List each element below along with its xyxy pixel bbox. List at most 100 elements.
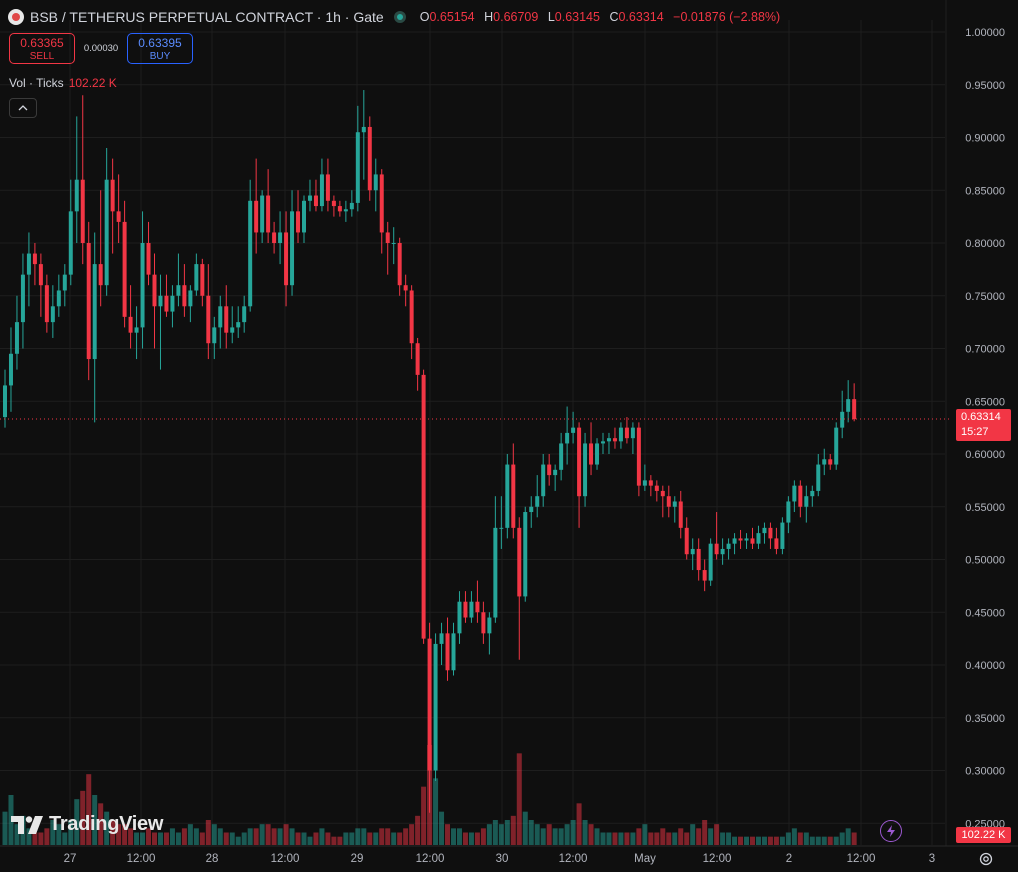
volume-bar (247, 828, 253, 845)
candle-body (762, 527, 767, 534)
candle-body (248, 200, 253, 307)
symbol-header: BSB / TETHERUS PERPETUAL CONTRACT · 1h ·… (8, 7, 780, 27)
candle-body (433, 643, 438, 771)
sell-button[interactable]: 0.63365 SELL (9, 33, 75, 64)
candle-body (750, 538, 755, 544)
volume-tag: 102.22 K (956, 827, 1011, 843)
buy-button[interactable]: 0.63395 BUY (127, 33, 193, 64)
candle-body (571, 427, 576, 433)
open-label: O (419, 10, 430, 24)
candle-body (439, 633, 444, 644)
volume-bar (654, 832, 660, 845)
candle-body (302, 200, 306, 233)
volume-bar (152, 832, 157, 845)
volume-bar (672, 832, 678, 845)
candle-body (278, 232, 283, 243)
volume-bar (271, 828, 277, 845)
time-tick-label: 28 (206, 853, 219, 865)
volume-bar (714, 824, 720, 845)
volume-bar (110, 820, 116, 845)
volume-bar (468, 832, 474, 845)
candle-body (194, 264, 199, 291)
price-tick-label: 0.50000 (965, 555, 1005, 567)
candle-body (20, 274, 25, 323)
candle-body (642, 480, 647, 486)
collapse-legend-button[interactable] (9, 98, 37, 118)
candle-body (14, 322, 19, 354)
candle-body (505, 464, 510, 528)
time-tick-label: 12:00 (559, 853, 588, 865)
volume-bar (265, 824, 271, 845)
volume-bar (98, 803, 104, 845)
volume-bar (74, 799, 80, 845)
symbol-logo-icon (8, 9, 24, 25)
candle-body (696, 548, 701, 571)
gear-icon (979, 852, 993, 866)
volume-bar (397, 832, 403, 845)
candle-body (367, 126, 372, 191)
candle-body (451, 633, 456, 671)
volume-bar (169, 828, 175, 845)
candlesticks (3, 90, 857, 813)
lightning-button[interactable] (880, 820, 902, 842)
volume-bar (564, 824, 570, 845)
price-axis[interactable]: 1.00000 0.95000 0.90000 0.85000 0.80000 0.750… (945, 0, 1005, 846)
time-tick-label: 12:00 (416, 853, 445, 865)
time-axis[interactable]: 27 12:00 28 12:00 29 12:00 30 12:00 May 12:00 2 12:… (0, 845, 1018, 865)
volume-bar (349, 832, 355, 845)
volume-bar (516, 753, 522, 845)
price-tick-label: 0.40000 (965, 660, 1005, 672)
candle-body (254, 200, 259, 233)
volume-legend-label: Vol · Ticks (9, 76, 64, 90)
candle-body (325, 174, 330, 201)
candle-body (224, 306, 229, 333)
chart-settings-button[interactable] (976, 849, 996, 869)
candle-body (146, 243, 151, 275)
volume-bar (433, 778, 439, 845)
volume-bar (343, 832, 349, 845)
candle-body (176, 285, 181, 296)
volume-bar (175, 832, 181, 845)
volume-bar (630, 832, 636, 845)
volume-bar (486, 824, 492, 845)
high-value: 0.66709 (493, 10, 539, 24)
volume-bar (50, 820, 56, 845)
candle-body (756, 533, 761, 544)
volume-bar (552, 828, 558, 845)
candle-body (648, 480, 653, 486)
volume-bar (229, 832, 235, 845)
price-tick-label: 0.80000 (965, 238, 1005, 250)
tradingview-logo[interactable]: TradingView (11, 813, 163, 836)
candle-body (684, 527, 689, 555)
candle-body (822, 459, 827, 465)
volume-bar (163, 832, 169, 845)
volume-bar (755, 836, 761, 845)
candle-body (445, 633, 450, 671)
candle-body (738, 538, 743, 541)
volume-bar (588, 824, 594, 845)
sell-price: 0.63365 (20, 36, 64, 50)
candle-body (164, 295, 169, 312)
volume-bar (618, 832, 624, 845)
volume-bar (833, 836, 839, 845)
candle-body (565, 432, 570, 444)
candle-body (774, 538, 779, 549)
market-status-icon[interactable] (393, 11, 406, 23)
candle-body (601, 441, 605, 444)
symbol-title[interactable]: BSB / TETHERUS PERPETUAL CONTRACT · 1h ·… (30, 9, 384, 25)
candle-body (421, 374, 426, 639)
volume-bar (355, 828, 361, 845)
candle-body (200, 264, 205, 296)
candle-body (391, 243, 396, 244)
candle-body (38, 264, 43, 286)
candle-body (672, 501, 677, 507)
volume-legend[interactable]: Vol · Ticks 102.22 K (9, 76, 117, 90)
candle-body (792, 485, 797, 502)
candle-body (170, 295, 175, 312)
low-value: 0.63145 (554, 10, 600, 24)
volume-bar (116, 824, 122, 845)
last-price-tag: 0.63314 15:27 (956, 409, 1011, 441)
volume-bar (32, 832, 38, 845)
candle-body (319, 174, 324, 207)
